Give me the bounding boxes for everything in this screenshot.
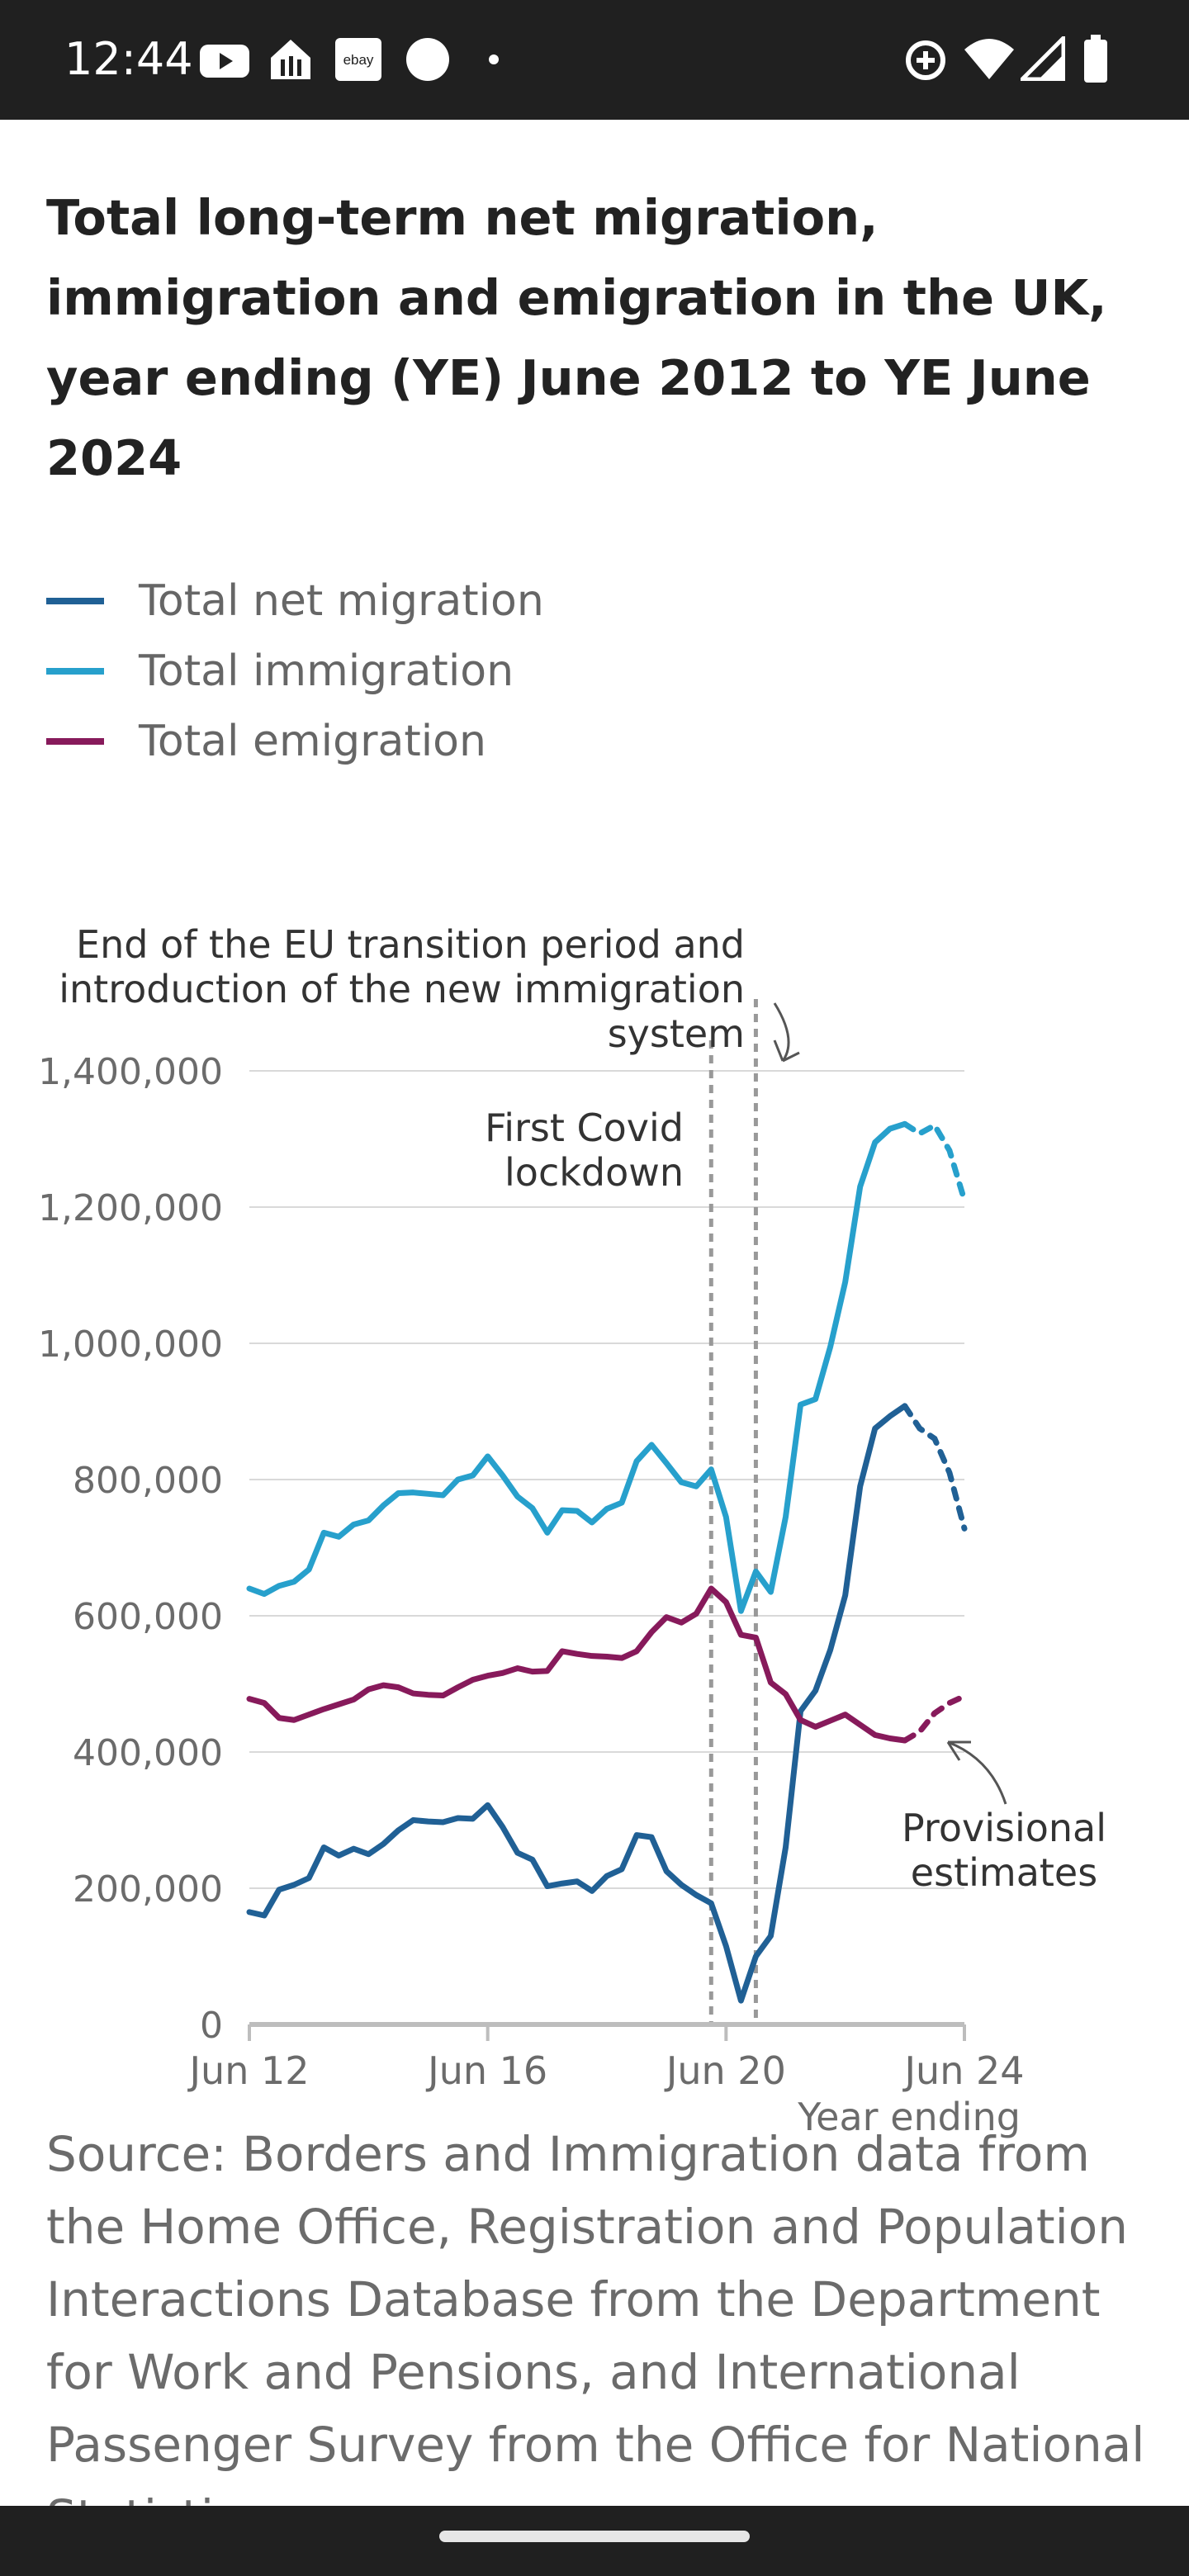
eu-transition-annotation: End of the EU transition period and <box>76 922 745 967</box>
emigration-line-provisional <box>902 1693 968 1744</box>
navigation-bar <box>0 2506 1189 2576</box>
legend-item-net: Total net migration <box>46 566 544 636</box>
ebay-icon: ebay <box>335 38 381 81</box>
legend-label-net: Total net migration <box>139 575 544 626</box>
provisional-annotation: estimates <box>911 1850 1097 1895</box>
eu-annotation-arrow <box>773 1002 800 1063</box>
circle-icon <box>406 38 449 81</box>
net-migration-line-provisional <box>902 1403 968 1532</box>
x-tick-label: Jun 16 <box>425 2048 547 2093</box>
status-bar: 12:44 ebay <box>0 0 1189 120</box>
legend-item-immigration: Total immigration <box>46 636 544 706</box>
source-note: Source: Borders and Immigration data fro… <box>46 2126 1145 2506</box>
ebay-label: ebay <box>343 52 374 68</box>
y-tick-label: 200,000 <box>73 1868 223 1911</box>
y-tick-label: 800,000 <box>73 1460 223 1502</box>
axes: 0 200,000 400,000 600,000 800,000 1,000,000 1,… <box>38 1051 1024 2139</box>
x-tick-label: Jun 24 <box>902 2048 1024 2093</box>
legend-swatch-emigration <box>46 737 104 745</box>
home-gesture-handle[interactable] <box>439 2531 750 2542</box>
y-tick-label: 1,000,000 <box>38 1324 223 1366</box>
eu-transition-annotation: introduction of the new immigration <box>59 967 745 1011</box>
y-tick-label: 0 <box>200 2005 223 2047</box>
emigration-line <box>246 1585 908 1744</box>
y-tick-label: 400,000 <box>73 1732 223 1774</box>
immigration-line <box>246 1120 908 1614</box>
migration-line-chart: End of the EU transition period andintro… <box>38 922 1106 2139</box>
net-migration-line <box>246 1403 908 2004</box>
x-tick-label: Jun 12 <box>187 2048 309 2093</box>
immigration-line-provisional <box>902 1120 968 1204</box>
legend-label-immigration: Total immigration <box>139 646 514 696</box>
x-axis-title: Year ending <box>797 2095 1021 2139</box>
data-saver-icon <box>906 40 945 80</box>
chart-title: Total long-term net migration, immigrati… <box>46 189 1107 486</box>
gridlines <box>249 1070 964 1889</box>
eu-transition-annotation: system <box>608 1011 745 1056</box>
delivery-icon <box>271 40 310 79</box>
article-content: Total long-term net migration, immigrati… <box>0 120 1189 2506</box>
status-time: 12:44 <box>64 33 193 85</box>
x-tick-label: Jun 20 <box>664 2048 786 2093</box>
battery-icon <box>1084 35 1107 83</box>
covid-annotation: lockdown <box>504 1150 684 1195</box>
y-tick-label: 1,200,000 <box>38 1187 223 1229</box>
covid-annotation: First Covid <box>485 1106 684 1150</box>
y-tick-label: 1,400,000 <box>38 1051 223 1093</box>
signal-icon <box>1021 36 1065 81</box>
series-lines <box>246 1120 968 2004</box>
provisional-annotation-arrow <box>946 1740 1007 1805</box>
dot-icon <box>489 54 499 64</box>
legend-swatch-net <box>46 597 104 604</box>
legend-item-emigration: Total emigration <box>46 706 544 776</box>
y-tick-label: 600,000 <box>73 1596 223 1638</box>
provisional-annotation: Provisional <box>902 1806 1106 1850</box>
chart-legend: Total net migration Total immigration To… <box>46 566 544 776</box>
legend-swatch-immigration <box>46 667 104 675</box>
legend-label-emigration: Total emigration <box>139 716 486 766</box>
youtube-icon <box>200 45 249 78</box>
wifi-icon <box>964 39 1014 79</box>
annotations: End of the EU transition period andintro… <box>59 922 1106 2024</box>
